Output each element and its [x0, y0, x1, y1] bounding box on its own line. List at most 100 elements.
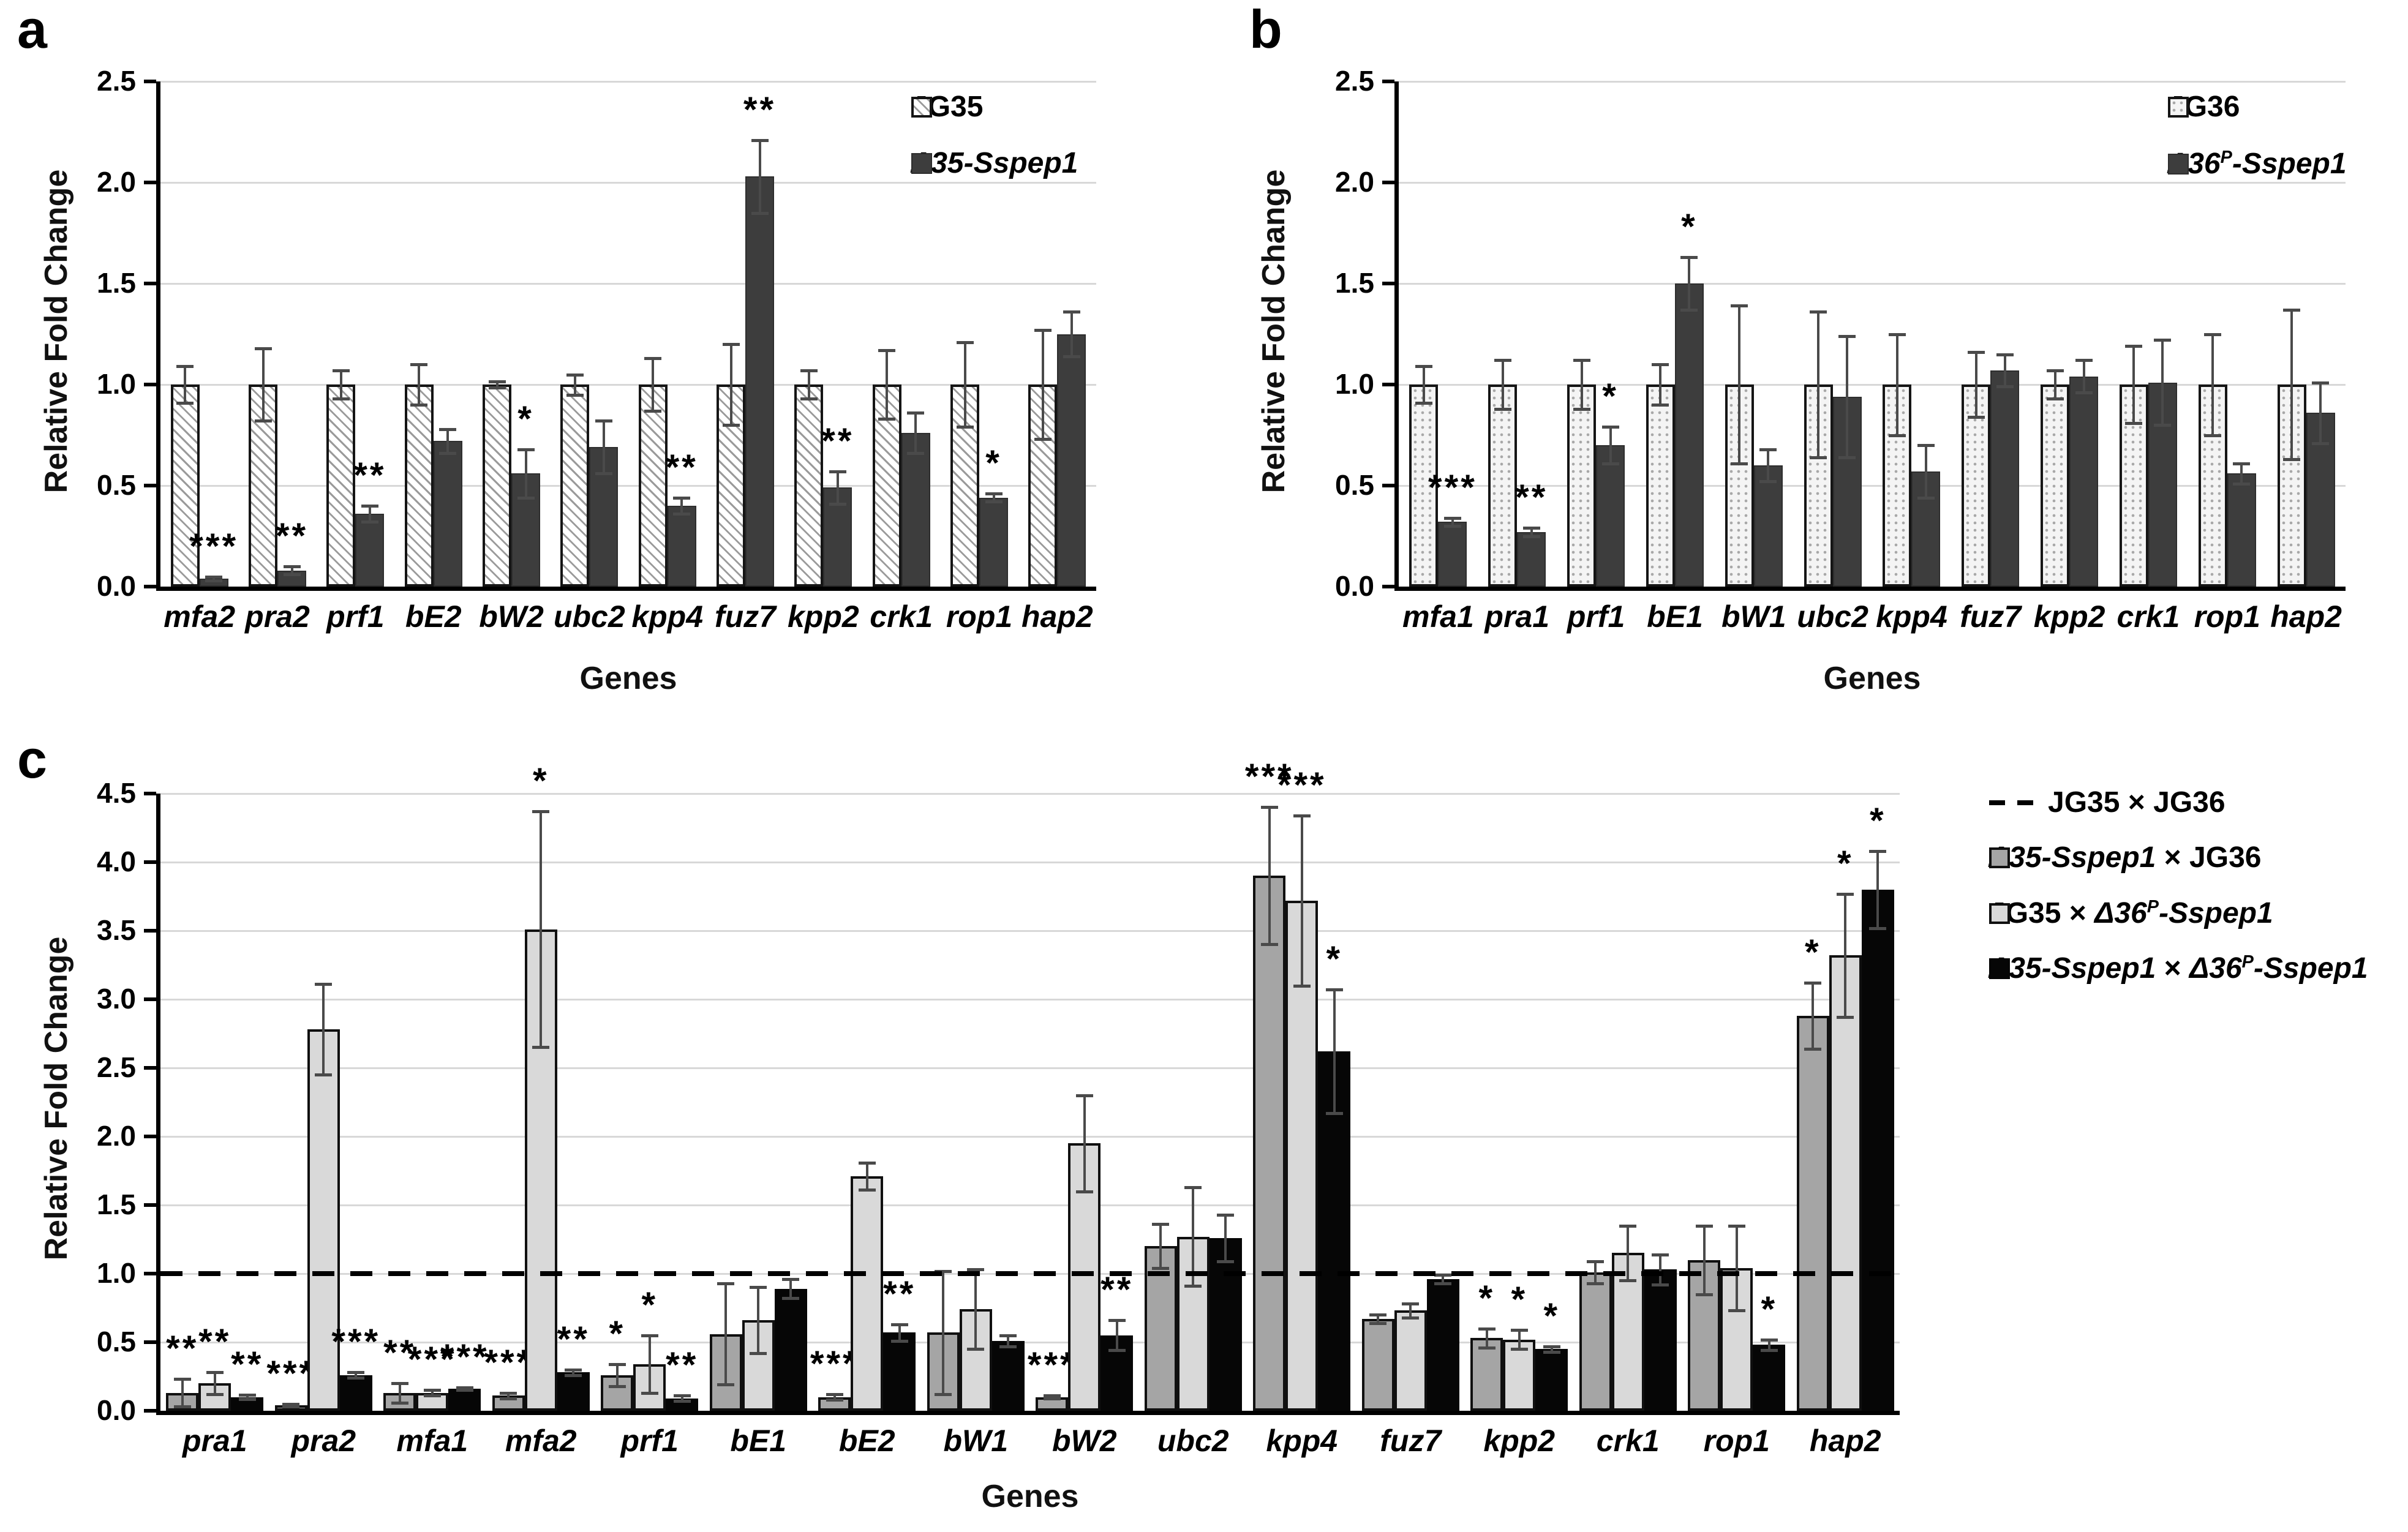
- significance-marker: *: [532, 761, 549, 802]
- error-bar-cap-top: [423, 1389, 441, 1392]
- y-tick-label: 2.0: [97, 1120, 136, 1152]
- bar-fuz7-gray: [1361, 1318, 1394, 1411]
- gene-label-kpp2: kpp2: [2033, 599, 2105, 634]
- significance-marker: ***: [484, 1342, 533, 1383]
- error-bar-cap-bottom: [751, 211, 769, 215]
- significance-marker: ***: [407, 1340, 457, 1380]
- panel-b-x-axis-title: Genes: [1823, 661, 1921, 696]
- error-bar: [2290, 309, 2293, 460]
- significance-marker: **: [353, 456, 386, 495]
- legend-swatch-dots: [2168, 97, 2189, 118]
- error-bar: [322, 984, 325, 1075]
- error-bar-cap-top: [1063, 310, 1080, 314]
- gridline: [160, 1341, 1900, 1343]
- error-bar-cap-bottom: [1695, 1293, 1713, 1296]
- panel-b-axes: [1394, 81, 2346, 591]
- bar-kpp2-light: [1503, 1339, 1536, 1411]
- error-bar-cap-bottom: [2125, 421, 2143, 425]
- significance-marker: ***: [266, 1353, 316, 1394]
- gene-label-rop1: rop1: [946, 599, 1013, 634]
- y-tick-label: 0.5: [97, 469, 136, 501]
- error-bar: [1846, 336, 1849, 457]
- error-bar-cap-bottom: [1760, 1349, 1778, 1353]
- legend-item: Δ35-Sspep1 × Δ36P-Sspep1: [1989, 953, 2368, 984]
- error-bar-cap-top: [1443, 516, 1461, 520]
- error-bar: [1224, 1214, 1227, 1261]
- significance-marker: *: [1543, 1296, 1560, 1336]
- bar-fuz7-darkgray: [1990, 370, 2020, 587]
- error-bar: [898, 1324, 901, 1341]
- error-bar: [1688, 257, 1691, 310]
- legend-item: Δ35-Sspep1 × JG36: [1989, 842, 2261, 873]
- error-bar: [540, 811, 543, 1048]
- error-bar: [1333, 989, 1336, 1113]
- error-bar-cap-top: [565, 1368, 582, 1372]
- bar-fuz7-darkgray: [745, 176, 774, 587]
- error-bar-cap-bottom: [361, 520, 378, 524]
- error-bar-cap-bottom: [532, 1046, 550, 1049]
- error-bar: [992, 494, 995, 502]
- error-bar-cap-bottom: [1573, 407, 1590, 411]
- y-tick-label: 0.0: [1335, 570, 1374, 602]
- error-bar-cap-top: [717, 1282, 735, 1285]
- y-tick-mark: [144, 1203, 156, 1207]
- error-bar-cap-bottom: [2154, 424, 2172, 427]
- y-tick-label: 4.0: [97, 846, 136, 877]
- y-tick-mark: [144, 80, 156, 83]
- error-bar-cap-bottom: [878, 418, 896, 421]
- bar-hap2-darkgray: [1057, 334, 1086, 587]
- error-bar-cap-top: [673, 1394, 691, 1398]
- error-bar-cap-bottom: [907, 452, 925, 456]
- error-bar-cap-top: [2204, 332, 2222, 336]
- error-bar: [355, 1372, 358, 1378]
- y-tick-label: 4.5: [97, 777, 136, 809]
- error-bar: [680, 1395, 683, 1402]
- significance-marker: **: [743, 89, 777, 130]
- error-bar: [1115, 1320, 1118, 1351]
- legend-item: JG35 × JG36: [1989, 787, 2226, 818]
- gene-label-pra2: pra2: [245, 599, 310, 634]
- gridline: [160, 383, 1096, 386]
- gridline: [160, 484, 1096, 487]
- error-bar-cap-bottom: [717, 1383, 735, 1387]
- gene-label-kpp2: kpp2: [787, 599, 859, 634]
- error-bar-cap-bottom: [1888, 434, 1906, 437]
- error-bar-cap-top: [1478, 1327, 1496, 1331]
- y-tick-mark: [144, 1340, 156, 1344]
- error-bar-cap-top: [1731, 304, 1748, 308]
- error-bar-cap-bottom: [1601, 462, 1619, 465]
- error-bar-cap-bottom: [1494, 407, 1511, 411]
- bar-pra1-dots: [1488, 385, 1518, 587]
- gene-label-fuz7: fuz7: [1960, 599, 2022, 634]
- error-bar: [1659, 364, 1662, 405]
- error-bar-cap-bottom: [608, 1384, 626, 1388]
- y-tick-label: 2.5: [1335, 65, 1374, 97]
- error-bar-cap-bottom: [2283, 458, 2301, 462]
- error-bar-cap-bottom: [2233, 482, 2251, 486]
- error-bar: [1974, 352, 1977, 417]
- bar-fuz7-light: [1394, 1310, 1427, 1411]
- bar-kpp2-gray: [1470, 1338, 1503, 1411]
- error-bar-cap-bottom: [254, 419, 272, 423]
- significance-marker: *: [1602, 377, 1619, 417]
- y-tick-label: 0.0: [97, 1394, 136, 1426]
- error-bar-cap-bottom: [391, 1401, 408, 1405]
- error-bar: [729, 344, 732, 425]
- bar-ubc2-dots: [1804, 385, 1833, 587]
- error-bar-cap-bottom: [829, 502, 846, 506]
- error-bar-cap-bottom: [1478, 1346, 1496, 1350]
- error-bar-cap-bottom: [1967, 415, 1985, 419]
- y-tick-mark: [144, 484, 156, 487]
- gene-label-pra2: pra2: [291, 1424, 356, 1458]
- error-bar-cap-top: [1415, 365, 1432, 369]
- bar-bE2-darkgray: [433, 441, 462, 587]
- error-bar-cap-top: [722, 343, 740, 346]
- error-bar: [507, 1392, 510, 1399]
- gridline: [160, 181, 1096, 184]
- error-bar: [1377, 1315, 1380, 1323]
- significance-marker: *: [641, 1285, 658, 1325]
- error-bar: [1300, 815, 1303, 986]
- bar-kpp4-hatch: [638, 385, 668, 587]
- bar-mfa2-hatch: [170, 385, 200, 587]
